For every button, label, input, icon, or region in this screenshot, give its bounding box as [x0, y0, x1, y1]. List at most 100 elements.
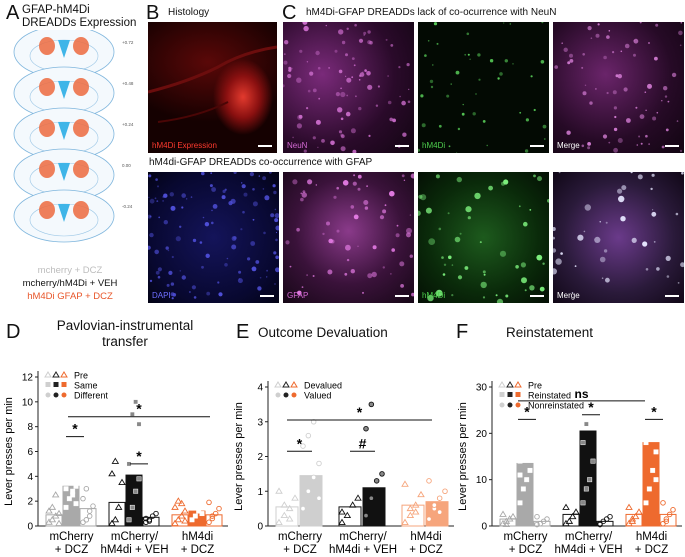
cell-dot	[359, 72, 365, 77]
cell-dot	[315, 50, 320, 56]
merge-label-bottom: Merge	[557, 291, 580, 300]
cell-dot	[406, 63, 410, 67]
data-point	[171, 519, 179, 526]
cell-dot	[665, 255, 671, 261]
cell-dot	[478, 78, 481, 81]
cell-dot	[555, 258, 562, 265]
panel-c-title-top: hM4Di-GFAP DREADDs lack of co-ocurrence …	[306, 7, 557, 18]
data-point	[343, 511, 352, 519]
data-point	[108, 519, 116, 526]
significance-label: *	[297, 435, 303, 451]
cell-dot	[613, 147, 618, 153]
cell-dot	[387, 100, 392, 105]
cell-dot	[666, 275, 670, 278]
cell-dot	[547, 199, 549, 203]
cell-dot	[352, 149, 357, 153]
data-point	[426, 516, 432, 522]
cell-dot	[553, 227, 556, 231]
cell-dot	[357, 245, 359, 247]
cell-dot	[424, 54, 427, 57]
cell-dot	[428, 238, 436, 245]
cell-dot	[211, 209, 213, 212]
cell-dot	[603, 55, 607, 60]
data-point	[499, 510, 507, 517]
cell-dot	[338, 130, 343, 134]
y-axis-label: Lever presses per min	[3, 397, 15, 506]
data-point	[196, 501, 202, 507]
atlas-section: +0.72	[13, 30, 134, 79]
cell-dot	[350, 205, 355, 209]
cell-dot	[681, 172, 684, 175]
y-tick-label: 10	[22, 397, 34, 408]
cell-dot	[269, 172, 272, 174]
cell-dot	[446, 94, 450, 98]
cell-dot	[602, 134, 608, 139]
cell-dot	[211, 221, 214, 225]
dapi-image: DAPI	[148, 172, 279, 303]
cell-dot	[529, 209, 532, 211]
cell-dot	[400, 284, 404, 288]
cell-dot	[403, 179, 406, 181]
cell-dot	[317, 146, 319, 148]
cell-dot	[283, 60, 288, 65]
cell-dot	[406, 227, 412, 234]
cell-dot	[340, 133, 344, 137]
cell-dot	[385, 38, 388, 41]
cell-dot	[274, 208, 277, 211]
legend-mcherry-dcz: mcherry + DCZ	[37, 265, 103, 276]
cell-dot	[630, 172, 633, 174]
data-point	[199, 504, 205, 510]
cell-dot	[292, 136, 294, 139]
data-point	[83, 485, 90, 492]
cell-dot	[533, 108, 536, 112]
atlas-coordinate: +0.48	[122, 81, 134, 86]
cell-dot	[558, 172, 561, 174]
cell-dot	[166, 283, 170, 287]
cell-dot	[158, 216, 161, 219]
cell-dot	[563, 47, 568, 52]
cell-dot	[656, 111, 659, 114]
x-group-label: hM4di	[182, 531, 213, 543]
cell-dot	[312, 88, 317, 93]
cell-dot	[346, 27, 349, 30]
cell-dot	[605, 277, 610, 283]
cell-dot	[399, 95, 401, 98]
data-point	[316, 460, 322, 467]
data-point	[338, 508, 346, 515]
cell-dot	[396, 224, 399, 227]
hm4di-image-bottom: hM4Di	[418, 172, 549, 303]
legend-marker	[498, 381, 506, 388]
cell-dot	[677, 282, 680, 284]
cell-dot	[377, 85, 380, 88]
x-group-label: + DCZ	[283, 544, 317, 556]
cell-dot	[665, 128, 669, 132]
x-group-label: + DCZ	[181, 544, 215, 556]
neun-dots	[283, 22, 411, 153]
data-point	[597, 521, 603, 528]
cell-dot	[407, 100, 411, 104]
cell-dot	[344, 272, 348, 276]
histology-label: hM4Di Expression	[152, 141, 217, 150]
scale-bar	[395, 295, 409, 297]
cell-dot	[247, 257, 251, 261]
cell-dot	[455, 70, 460, 75]
cell-dot	[300, 197, 304, 202]
legend-marker	[290, 381, 298, 388]
cell-dot	[257, 286, 262, 291]
legend-label: Same	[74, 381, 98, 391]
legend-marker	[514, 381, 522, 388]
cell-dot	[351, 57, 355, 60]
data-point	[192, 496, 198, 502]
cell-dot	[249, 172, 254, 177]
cell-dot	[450, 83, 452, 85]
cell-dot	[456, 152, 458, 153]
cell-dot	[577, 234, 584, 241]
significance-label: *	[588, 399, 594, 415]
cell-dot	[606, 91, 609, 95]
cell-dot	[306, 274, 308, 276]
cell-dot	[375, 104, 379, 107]
cell-dot	[157, 185, 159, 188]
cell-dot	[635, 106, 638, 109]
cell-dot	[648, 143, 650, 145]
